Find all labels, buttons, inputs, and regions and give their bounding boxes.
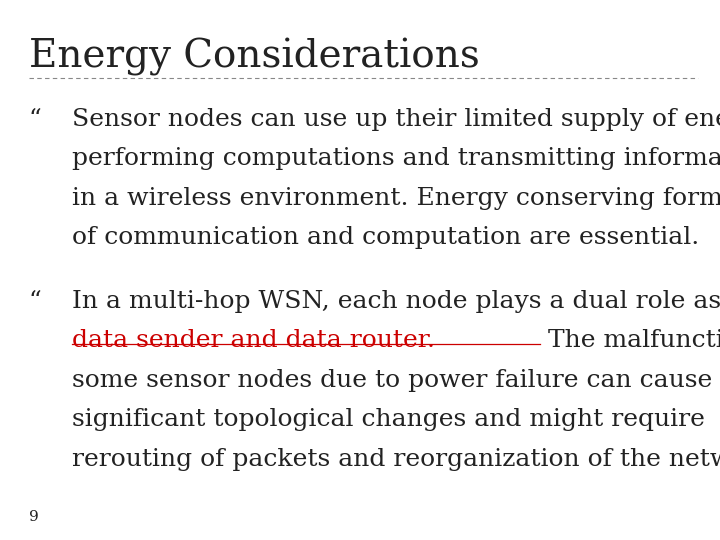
Text: in a wireless environment. Energy conserving forms: in a wireless environment. Energy conser… <box>72 187 720 210</box>
Text: of communication and computation are essential.: of communication and computation are ess… <box>72 226 699 249</box>
Text: data sender and data router.: data sender and data router. <box>72 329 435 353</box>
Text: Energy Considerations: Energy Considerations <box>29 38 480 76</box>
Text: 9: 9 <box>29 510 39 524</box>
Text: significant topological changes and might require: significant topological changes and migh… <box>72 408 705 431</box>
Text: In a multi-hop WSN, each node plays a dual role as: In a multi-hop WSN, each node plays a du… <box>72 290 720 313</box>
Text: performing computations and transmitting information: performing computations and transmitting… <box>72 147 720 171</box>
Text: Sensor nodes can use up their limited supply of energy: Sensor nodes can use up their limited su… <box>72 108 720 131</box>
Text: “: “ <box>29 108 42 131</box>
Text: some sensor nodes due to power failure can cause: some sensor nodes due to power failure c… <box>72 369 712 392</box>
Text: rerouting of packets and reorganization of the network.: rerouting of packets and reorganization … <box>72 448 720 471</box>
Text: The malfunctioning of: The malfunctioning of <box>541 329 720 353</box>
Text: “: “ <box>29 290 42 313</box>
